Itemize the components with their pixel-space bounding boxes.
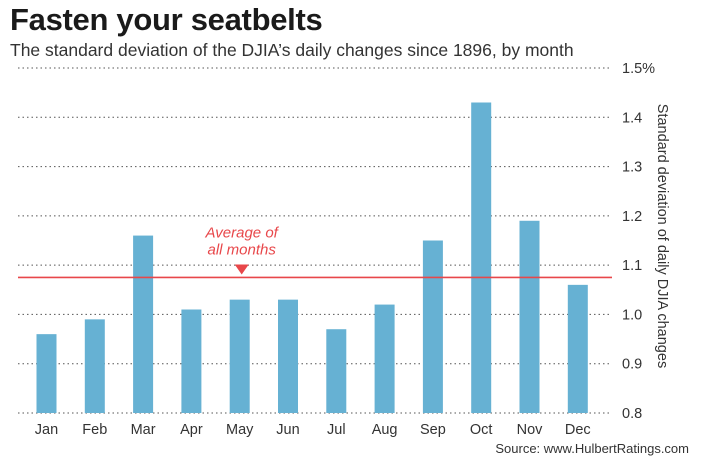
y-axis-label: Standard deviation of daily DJIA changes bbox=[654, 104, 670, 368]
x-tick-label: Oct bbox=[470, 422, 493, 438]
grid-lines bbox=[18, 67, 612, 414]
x-tick-label: Aug bbox=[372, 422, 398, 438]
bar-jan bbox=[36, 334, 57, 413]
average-label-line2: all months bbox=[208, 241, 277, 258]
chart-subtitle: The standard deviation of the DJIA’s dai… bbox=[10, 40, 574, 60]
y-tick-label: 1.4 bbox=[622, 110, 642, 126]
y-tick-label: 1.5% bbox=[622, 61, 655, 77]
y-tick-label: 0.9 bbox=[622, 357, 642, 373]
y-tick-label: 1.2 bbox=[622, 209, 642, 225]
x-tick-label: Feb bbox=[82, 422, 107, 438]
x-tick-label: Nov bbox=[517, 422, 544, 438]
bar-jun bbox=[278, 299, 298, 413]
x-tick-label: Apr bbox=[180, 422, 203, 438]
x-tick-label: May bbox=[226, 422, 254, 438]
bar-may bbox=[229, 299, 250, 413]
bar-nov bbox=[519, 220, 540, 413]
bar-jul bbox=[326, 329, 347, 413]
x-tick-label: Jun bbox=[276, 422, 299, 438]
average-label-line1: Average of bbox=[205, 224, 280, 241]
bar-mar bbox=[133, 235, 154, 413]
x-tick-label: Dec bbox=[565, 422, 591, 438]
bar-aug bbox=[374, 304, 395, 413]
average-marker bbox=[234, 264, 249, 275]
y-tick-label: 1.1 bbox=[622, 258, 642, 274]
bar-feb bbox=[84, 319, 105, 413]
bar-oct bbox=[471, 102, 492, 413]
bar-sep bbox=[422, 240, 443, 413]
bar-apr bbox=[181, 309, 202, 413]
bars bbox=[36, 102, 588, 413]
source-note: Source: www.HulbertRatings.com bbox=[495, 441, 689, 456]
x-tick-label: Jan bbox=[35, 422, 58, 438]
bar-dec bbox=[567, 284, 588, 413]
y-tick-label: 0.8 bbox=[622, 406, 642, 422]
x-tick-label: Mar bbox=[131, 422, 156, 438]
y-tick-label: 1.0 bbox=[622, 307, 642, 323]
y-tick-labels: 0.8 0.9 1.0 1.1 1.2 1.3 1.4 1.5% bbox=[622, 61, 655, 422]
x-tick-label: Sep bbox=[420, 422, 446, 438]
x-tick-label: Jul bbox=[327, 422, 346, 438]
x-tick-labels: Jan Feb Mar Apr May Jun Jul Aug Sep Oct Nov Dec bbox=[35, 422, 591, 438]
chart-title: Fasten your seatbelts bbox=[10, 2, 323, 37]
y-tick-label: 1.3 bbox=[622, 160, 642, 176]
